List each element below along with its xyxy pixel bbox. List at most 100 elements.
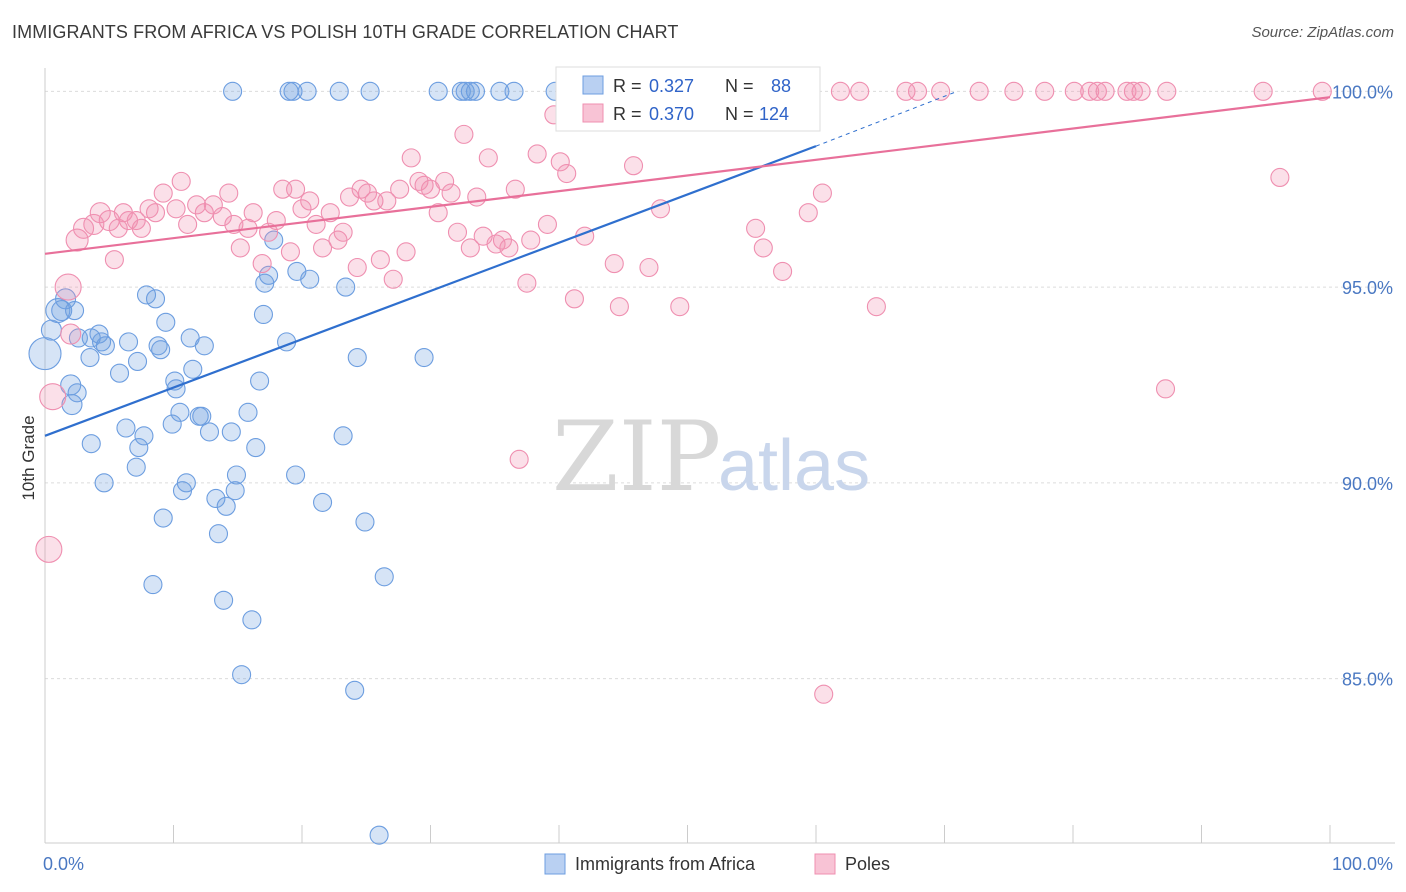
point-poles — [333, 222, 353, 242]
point-africa — [208, 524, 229, 544]
point-poles — [527, 144, 547, 164]
point-poles — [1157, 81, 1177, 101]
point-poles — [639, 257, 659, 278]
point-africa — [283, 81, 303, 101]
point-africa — [127, 351, 148, 372]
point-poles — [339, 187, 360, 207]
point-poles — [830, 81, 850, 101]
point-poles — [383, 269, 403, 289]
bottom-legend-label-poles: Poles — [845, 854, 890, 874]
point-africa — [225, 481, 245, 501]
y-axis-title: 10th Grade — [19, 415, 38, 500]
point-poles — [1123, 81, 1143, 101]
point-poles — [509, 449, 529, 469]
point-africa — [134, 426, 154, 446]
point-africa — [126, 457, 146, 477]
point-poles — [1312, 81, 1332, 101]
point-poles — [499, 238, 519, 258]
bottom-legend: Immigrants from Africa Poles — [544, 853, 890, 875]
point-africa — [153, 508, 173, 528]
point-africa — [40, 319, 62, 341]
axes — [44, 68, 1395, 844]
point-poles — [347, 257, 367, 278]
point-poles — [35, 535, 63, 563]
point-africa — [192, 406, 212, 426]
legend-r-label-pink: R = — [613, 104, 642, 124]
point-africa — [329, 81, 349, 101]
point-africa — [221, 422, 241, 442]
point-poles — [428, 203, 448, 223]
point-poles — [1117, 81, 1137, 101]
point-africa — [300, 269, 320, 289]
legend-n-value-pink: 124 — [759, 104, 789, 124]
point-africa — [61, 393, 83, 416]
point-poles — [1004, 81, 1024, 101]
point-africa — [109, 363, 130, 383]
legend-n-label-pink: N = — [725, 104, 754, 124]
point-poles — [1080, 81, 1100, 101]
point-poles — [1087, 81, 1107, 101]
point-poles — [89, 202, 111, 224]
watermark-zip: ZIP — [552, 401, 721, 513]
x-tick-label-max: 100.0% — [1332, 854, 1393, 874]
x-tick-label-min: 0.0% — [43, 854, 84, 874]
point-africa — [246, 438, 266, 458]
point-africa — [151, 340, 171, 360]
point-poles — [243, 203, 263, 223]
gridlines — [45, 90, 1395, 680]
y-tick-label: 95.0% — [1342, 278, 1393, 298]
point-poles — [54, 273, 82, 301]
source-label: Source: ZipAtlas.com — [1251, 24, 1394, 41]
point-poles — [478, 148, 498, 168]
point-africa — [336, 277, 356, 297]
point-poles — [467, 187, 487, 207]
point-poles — [537, 214, 557, 234]
point-africa — [216, 496, 236, 516]
point-poles — [153, 183, 173, 203]
point-poles — [108, 218, 128, 238]
point-poles — [230, 238, 250, 258]
point-africa — [176, 473, 196, 493]
point-africa — [116, 418, 136, 438]
trendline-africa-extension — [815, 90, 958, 147]
point-africa — [199, 422, 220, 442]
point-africa — [286, 465, 306, 485]
legend-swatch-pink — [582, 103, 604, 123]
point-poles — [564, 289, 584, 309]
point-africa — [118, 332, 139, 352]
point-poles — [812, 183, 832, 203]
point-africa — [143, 575, 163, 595]
point-africa — [490, 81, 510, 101]
point-africa — [347, 347, 367, 368]
point-poles — [39, 383, 67, 411]
point-africa — [250, 371, 270, 391]
point-africa — [253, 304, 274, 325]
point-poles — [131, 218, 151, 238]
point-africa — [194, 336, 214, 356]
point-poles — [1131, 81, 1151, 101]
trendline-africa — [44, 145, 817, 437]
y-tick-label: 100.0% — [1332, 82, 1393, 102]
point-poles — [454, 124, 474, 144]
point-poles — [171, 171, 191, 191]
point-africa — [91, 332, 112, 352]
point-poles — [814, 684, 834, 704]
point-poles — [280, 242, 300, 262]
point-africa — [81, 434, 101, 454]
point-poles — [460, 238, 480, 258]
point-poles — [224, 214, 244, 234]
tick-labels: 85.0% 90.0% 95.0% 100.0% 0.0% 100.0% — [43, 82, 1393, 874]
point-poles — [557, 163, 577, 184]
point-africa — [183, 359, 203, 379]
point-africa — [162, 414, 182, 434]
point-poles — [219, 183, 239, 203]
trendlines — [44, 90, 1331, 437]
point-poles — [187, 195, 207, 215]
watermark-atlas: atlas — [718, 426, 870, 506]
point-africa — [414, 347, 434, 368]
point-poles — [145, 203, 166, 223]
point-poles — [1064, 81, 1084, 101]
point-africa — [504, 81, 524, 101]
point-poles — [286, 179, 306, 199]
